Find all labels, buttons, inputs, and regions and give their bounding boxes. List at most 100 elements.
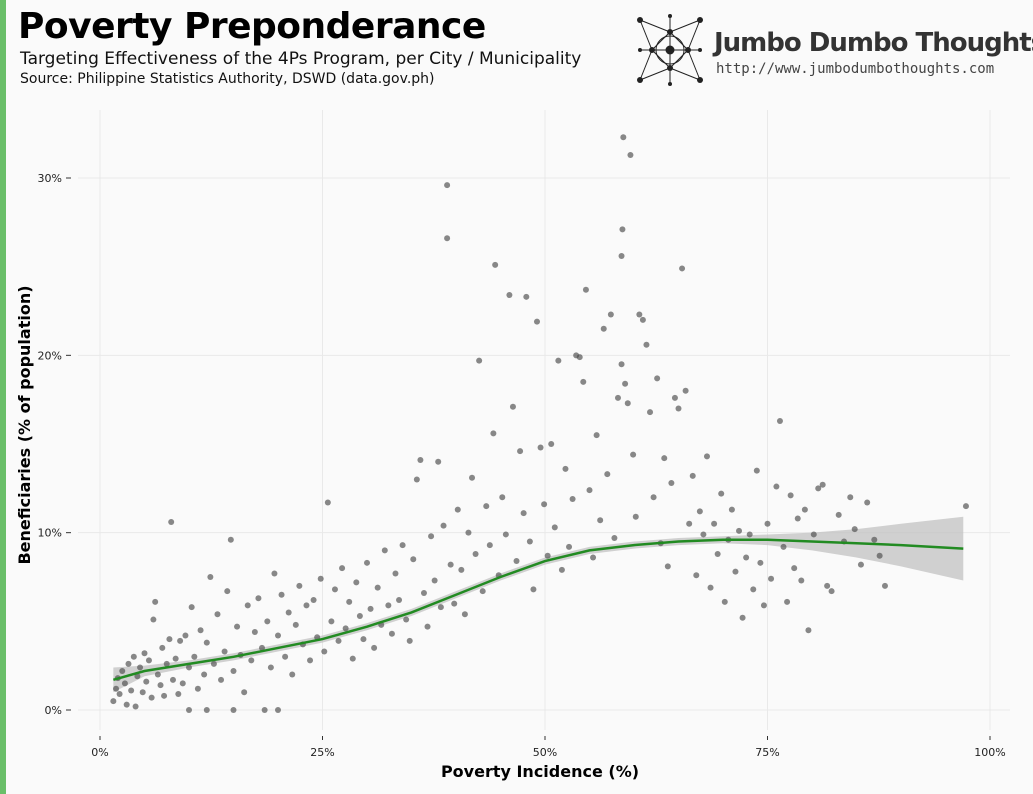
x-tick-label: 100%: [974, 746, 1005, 759]
data-point: [342, 625, 349, 632]
data-point: [479, 588, 486, 595]
data-point: [203, 707, 210, 713]
data-point: [139, 689, 146, 696]
data-point: [851, 526, 858, 533]
x-tick-label: 50%: [533, 746, 557, 759]
data-point: [728, 506, 735, 513]
data-point: [764, 520, 771, 527]
data-point: [201, 671, 208, 678]
data-point: [353, 579, 360, 586]
data-point: [214, 611, 221, 618]
data-point: [454, 506, 461, 513]
data-point: [203, 639, 210, 646]
data-point: [791, 565, 798, 572]
data-point: [675, 405, 682, 412]
trend-line-layer: [113, 538, 964, 682]
data-point: [569, 495, 576, 502]
data-point: [143, 678, 150, 685]
data-point: [451, 600, 458, 607]
data-point: [150, 616, 157, 623]
data-point: [152, 598, 159, 605]
data-point: [210, 660, 217, 667]
data-point: [787, 492, 794, 499]
data-point: [580, 378, 587, 385]
data-point: [593, 432, 600, 439]
data-point: [461, 611, 468, 618]
data-point: [182, 632, 189, 639]
data-point: [413, 476, 420, 483]
data-point: [794, 515, 801, 522]
data-point: [703, 453, 710, 460]
data-point: [424, 623, 431, 630]
data-point: [119, 667, 126, 674]
data-point: [517, 448, 524, 455]
x-tick-label: 0%: [91, 746, 108, 759]
data-point: [289, 671, 296, 678]
data-point: [523, 293, 530, 300]
data-point: [544, 552, 551, 559]
data-point: [502, 531, 509, 538]
data-point: [356, 613, 363, 620]
data-point: [707, 584, 714, 591]
data-point: [248, 657, 255, 664]
data-point: [157, 682, 164, 689]
data-point: [760, 602, 767, 609]
data-point: [721, 598, 728, 605]
data-point: [458, 566, 465, 573]
data-point: [630, 451, 637, 458]
data-point: [711, 520, 718, 527]
data-point: [255, 595, 262, 602]
data-point: [234, 623, 241, 630]
data-point: [224, 588, 231, 595]
data-point: [582, 286, 589, 293]
data-point: [753, 467, 760, 474]
data-point: [876, 552, 883, 559]
data-point: [282, 653, 289, 660]
data-point: [476, 357, 483, 364]
data-point: [116, 691, 123, 698]
data-point: [664, 563, 671, 570]
y-tick-label: 30%: [38, 172, 62, 185]
data-point: [339, 565, 346, 572]
data-point: [506, 292, 513, 299]
data-point: [278, 591, 285, 598]
data-point: [871, 536, 878, 543]
data-point: [513, 558, 520, 565]
data-point: [650, 494, 657, 501]
data-point: [824, 582, 831, 589]
data-point: [746, 531, 753, 538]
data-point: [399, 542, 406, 549]
data-point: [739, 614, 746, 621]
data-point: [169, 676, 176, 683]
data-point: [586, 487, 593, 494]
data-point: [736, 527, 743, 534]
data-point: [437, 604, 444, 611]
data-point: [444, 182, 451, 189]
data-point: [440, 522, 447, 529]
data-point: [620, 134, 627, 141]
data-point: [639, 316, 646, 323]
data-point: [465, 529, 472, 536]
data-point: [385, 602, 392, 609]
data-point: [558, 566, 565, 573]
data-point: [251, 628, 258, 635]
data-point: [486, 542, 493, 549]
data-point: [285, 609, 292, 616]
data-point: [166, 636, 173, 643]
data-point: [627, 151, 634, 158]
data-point: [275, 707, 281, 713]
data-point: [121, 680, 128, 687]
data-point: [819, 481, 826, 488]
data-point: [428, 533, 435, 540]
data-point: [328, 618, 335, 625]
data-point: [548, 441, 555, 447]
data-point: [618, 253, 625, 260]
data-point: [597, 517, 604, 524]
data-point: [864, 499, 871, 506]
data-point: [403, 616, 410, 623]
brand-url[interactable]: http://www.jumbodumbothoughts.com: [716, 61, 995, 77]
accent-bar: [0, 0, 6, 794]
confidence-band: [113, 516, 964, 693]
data-point: [857, 561, 864, 568]
